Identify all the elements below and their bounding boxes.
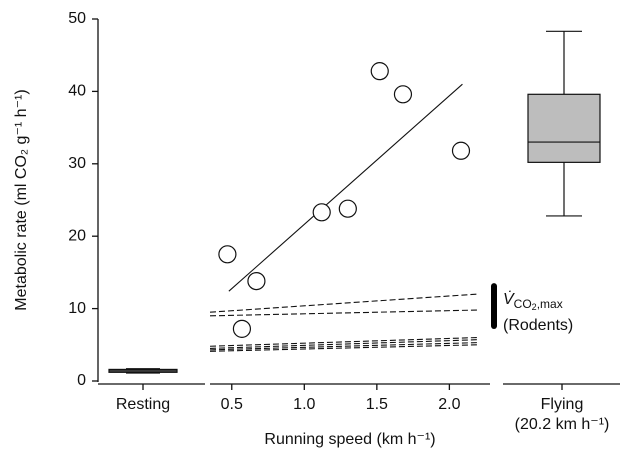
y-axis-label: Metabolic rate (ml CO₂ g⁻¹ h⁻¹) [13, 89, 30, 310]
y-tick-label: 30 [68, 155, 86, 172]
x-tick-label: 1.0 [293, 396, 315, 413]
data-point [451, 141, 471, 160]
vmax-line [209, 337, 477, 347]
vmax-line [209, 293, 477, 313]
data-point [370, 62, 389, 81]
data-point [247, 271, 266, 291]
y-tick-label: 50 [68, 10, 86, 27]
vmax-sub: CO [514, 297, 532, 311]
x-axis-label: Running speed (km h⁻¹) [264, 431, 435, 448]
y-tick-label: 20 [68, 227, 86, 244]
category-label: Flying [541, 396, 584, 413]
data-point [393, 85, 413, 104]
vmax-symbol: V̇ [503, 290, 515, 308]
x-tick-label: 2.0 [438, 396, 460, 413]
vmax-group: (Rodents) [503, 317, 573, 334]
y-tick-label: 0 [77, 372, 86, 389]
vmax-sub-tail: ,max [537, 297, 563, 311]
x-tick-label: 0.5 [221, 396, 243, 413]
vmax-sub-digit: 2 [532, 302, 537, 312]
category-sublabel: (20.2 km h⁻¹) [515, 416, 610, 433]
x-tick-label: 1.5 [366, 396, 388, 413]
vmax-label: V̇CO2,max [503, 290, 563, 313]
data-point [218, 245, 237, 264]
fit-line [228, 83, 463, 292]
y-tick-label: 40 [68, 83, 86, 100]
data-point [312, 203, 331, 222]
category-label: Resting [116, 396, 170, 413]
vmax-line [209, 344, 477, 352]
data-point [232, 319, 252, 338]
box [527, 93, 601, 163]
vmax-line [209, 309, 477, 317]
data-point [338, 199, 357, 218]
y-tick-label: 10 [68, 300, 86, 317]
